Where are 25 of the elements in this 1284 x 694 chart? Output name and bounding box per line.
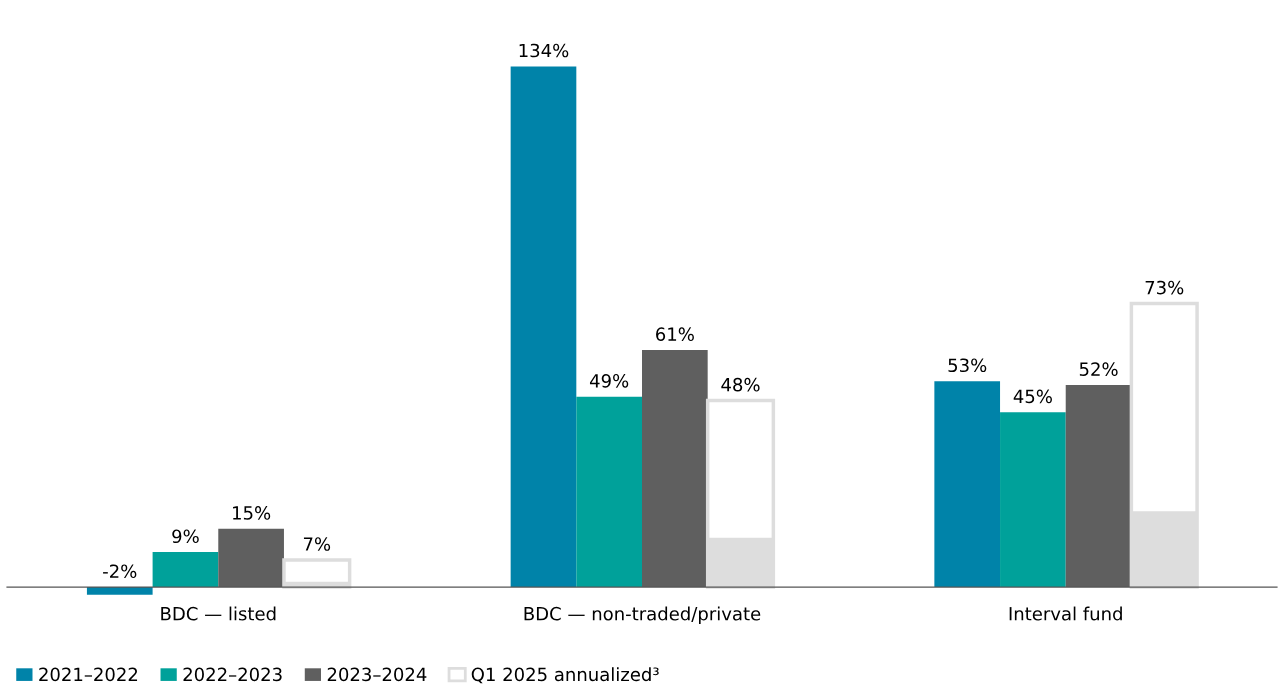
- data-label: -2%: [103, 564, 137, 579]
- data-label: 52%: [1079, 362, 1118, 376]
- legend-label: 2021–2022: [39, 667, 138, 682]
- data-label: 134%: [519, 43, 569, 58]
- bar: [86, 587, 153, 595]
- bar: [152, 552, 219, 588]
- data-label: 61%: [656, 327, 694, 342]
- bar: [934, 381, 1001, 588]
- x-tick-label: Interval fund: [1009, 606, 1122, 621]
- bar: [1000, 412, 1066, 588]
- data-label: 9%: [172, 529, 199, 544]
- data-label: 53%: [948, 358, 987, 373]
- legend-label: 2022–2023: [183, 667, 282, 682]
- x-tick-label: BDC — non-traded/private: [524, 606, 761, 625]
- data-label: 45%: [1013, 389, 1052, 404]
- bar: [510, 66, 577, 588]
- bar: [576, 396, 642, 588]
- legend-label: 2023–2024: [327, 667, 427, 682]
- data-label: 49%: [589, 373, 629, 388]
- data-label: 15%: [233, 506, 271, 520]
- data-label: 7%: [303, 537, 331, 551]
- x-tick-label: BDC — listed: [161, 606, 276, 621]
- data-label: 73%: [1145, 280, 1184, 295]
- legend-label: Q1 2025 annualized³: [471, 667, 659, 684]
- data-label: 48%: [721, 377, 760, 392]
